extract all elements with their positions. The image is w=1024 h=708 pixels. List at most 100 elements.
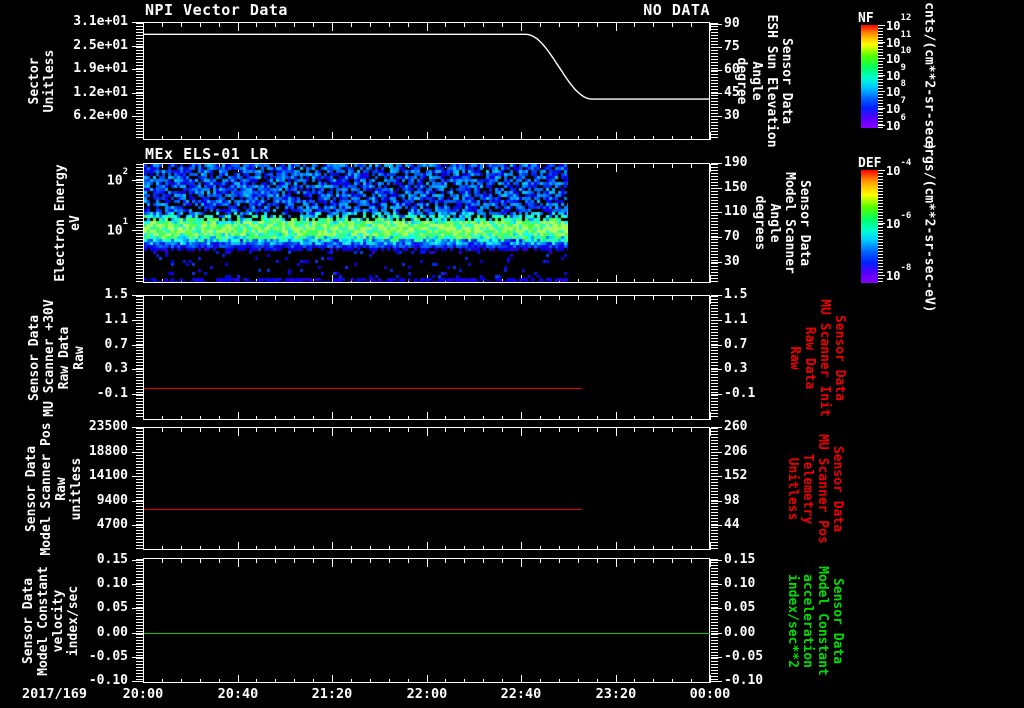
- x-tick: [540, 296, 541, 300]
- x-tick: [672, 279, 673, 283]
- x-tick: [483, 428, 484, 432]
- exponent: 12: [900, 13, 911, 23]
- x-tick: [351, 416, 352, 420]
- y-major-tick: [711, 93, 722, 94]
- def-colorbar-unit-label: ergs/(cm**2-sr-sec-eV): [922, 117, 937, 337]
- y-major-tick: [132, 345, 143, 346]
- time-tick-label: 22:40: [486, 686, 556, 702]
- x-tick: [143, 559, 144, 567]
- x-tick: [181, 546, 182, 550]
- x-tick: [521, 675, 522, 683]
- x-tick: [464, 546, 465, 550]
- x-tick: [653, 279, 654, 283]
- time-tick-label: 21:20: [297, 686, 367, 702]
- x-tick: [408, 679, 409, 683]
- x-tick: [370, 679, 371, 683]
- nf-colorbar-major-tick: [878, 58, 885, 59]
- x-tick: [691, 679, 692, 683]
- x-tick: [427, 412, 428, 420]
- x-tick: [464, 296, 465, 300]
- x-tick: [370, 416, 371, 420]
- x-tick: [634, 546, 635, 550]
- x-tick: [672, 416, 673, 420]
- x-tick: [634, 428, 635, 432]
- exponent: 9: [900, 63, 905, 73]
- x-tick: [351, 559, 352, 563]
- y-minor-ticks: [711, 164, 718, 282]
- x-tick: [445, 559, 446, 563]
- y-major-tick: [132, 681, 143, 682]
- x-tick: [464, 416, 465, 420]
- y-major-tick: [132, 69, 143, 70]
- tick-label: 0.15: [724, 552, 794, 567]
- tick-label: 0.7: [724, 337, 794, 352]
- x-tick: [181, 679, 182, 683]
- x-tick: [162, 296, 163, 300]
- axis-label-line: velocity: [51, 511, 66, 708]
- x-tick: [653, 559, 654, 563]
- y-major-tick: [132, 116, 143, 117]
- x-tick: [578, 296, 579, 300]
- x-tick: [389, 546, 390, 550]
- x-tick: [578, 559, 579, 563]
- axis-label-line: Sensor Data: [21, 511, 36, 708]
- y-major-tick: [711, 163, 722, 164]
- x-tick: [616, 559, 617, 567]
- x-tick: [597, 679, 598, 683]
- y-major-tick: [132, 180, 143, 181]
- y-minor-ticks: [711, 428, 718, 549]
- x-tick: [559, 416, 560, 420]
- y-major-tick: [711, 116, 722, 117]
- y-major-tick: [711, 394, 722, 395]
- y-major-tick: [132, 560, 143, 561]
- y-major-tick: [132, 46, 143, 47]
- y-major-tick: [132, 633, 143, 634]
- x-tick: [294, 416, 295, 420]
- x-tick: [313, 546, 314, 550]
- y-major-tick: [132, 608, 143, 609]
- x-tick: [408, 559, 409, 563]
- exponent: 7: [900, 96, 905, 106]
- exponent: 10: [900, 46, 911, 56]
- x-tick: [332, 412, 333, 420]
- x-tick: [691, 279, 692, 283]
- y-major-tick: [711, 188, 722, 189]
- x-tick: [559, 296, 560, 300]
- tick-label: -0.1: [724, 386, 794, 401]
- def-colorbar-major-tick: [878, 275, 885, 276]
- y-minor-ticks: [136, 428, 143, 549]
- x-tick: [200, 416, 201, 420]
- nf-colorbar-major-tick: [878, 91, 885, 92]
- x-tick: [370, 296, 371, 300]
- time-tick-label: 22:00: [392, 686, 462, 702]
- exponent: 8: [900, 79, 905, 89]
- x-tick: [181, 296, 182, 300]
- x-tick: [389, 296, 390, 300]
- x-tick: [502, 679, 503, 683]
- x-tick: [634, 679, 635, 683]
- x-tick: [162, 428, 163, 432]
- x-tick: [616, 296, 617, 304]
- x-tick: [370, 559, 371, 563]
- x-tick: [616, 428, 617, 436]
- model-constant-velocity-line: [144, 633, 710, 634]
- exponent: 1: [123, 217, 128, 227]
- exponent: -6: [900, 211, 911, 221]
- time-tick-label: 20:00: [108, 686, 178, 702]
- x-tick: [238, 428, 239, 436]
- tick-label: 0.00: [724, 625, 794, 640]
- x-tick: [332, 428, 333, 436]
- x-tick: [313, 296, 314, 300]
- def-colorbar-gradient: [861, 170, 878, 283]
- axis-label-line: acceleration: [800, 511, 815, 708]
- exponent: -4: [900, 158, 911, 168]
- x-tick: [653, 546, 654, 550]
- x-tick: [256, 416, 257, 420]
- mu-scanner-30v-raw-line: [144, 388, 582, 389]
- x-tick: [445, 679, 446, 683]
- x-tick: [219, 428, 220, 432]
- x-tick: [143, 542, 144, 550]
- y-major-tick: [132, 452, 143, 453]
- x-tick: [275, 296, 276, 300]
- x-tick: [181, 428, 182, 432]
